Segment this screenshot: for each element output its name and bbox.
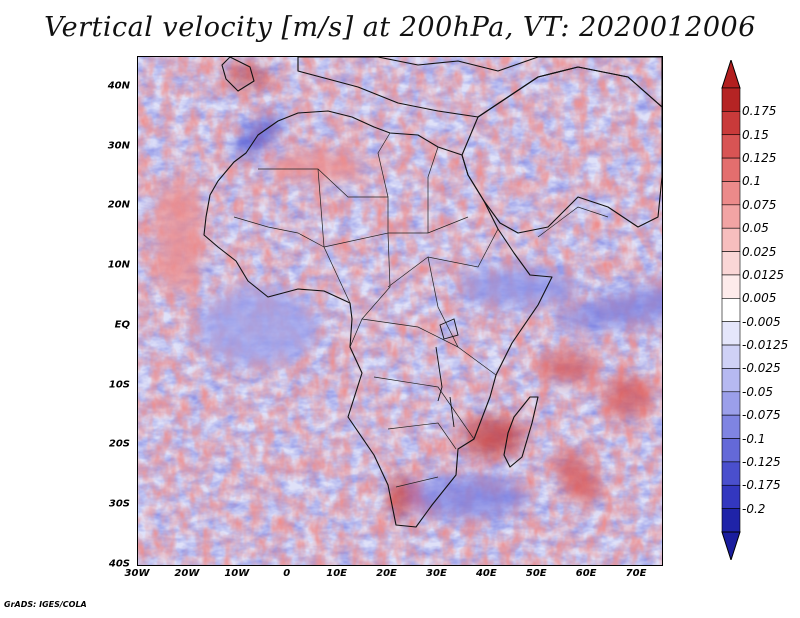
colorbar-swatch	[721, 298, 741, 322]
colorbar-tick-label: -0.125	[742, 454, 781, 469]
colorbar-tick-label: 0.005	[742, 291, 777, 306]
lon-tick-label: 20E	[376, 568, 397, 579]
colorbar-swatch	[721, 274, 741, 299]
colorbar-tick-label: 0.175	[742, 104, 777, 119]
colorbar-swatch	[721, 508, 741, 533]
colorbar-tick-label: 0.075	[742, 197, 777, 212]
lat-tick-label: 30N	[107, 140, 130, 152]
lon-tick-label: 40E	[475, 568, 497, 579]
colorbar-tick-label: -0.025	[742, 361, 781, 376]
lat-tick-label: 30S	[108, 498, 130, 510]
colorbar-tick-label: 0.15	[742, 127, 769, 142]
colorbar-swatch	[721, 181, 741, 206]
lat-tick-label: 40S	[108, 558, 130, 570]
colorbar-swatch	[721, 157, 741, 182]
colorbar-tick-label: 0.05	[742, 221, 769, 236]
lon-tick-label: 70E	[625, 568, 647, 579]
velocity-field-map	[138, 57, 662, 565]
lat-tick-label: 20S	[108, 438, 130, 450]
madagascar-coastline	[503, 396, 539, 468]
great-lakes	[435, 318, 459, 428]
lon-tick-label: 10E	[326, 568, 347, 579]
colorbar-tick-label: 0.025	[742, 244, 777, 259]
coastlines	[203, 57, 662, 528]
colorbar-swatch	[721, 204, 741, 229]
colorbar-tick-label: -0.1	[742, 431, 766, 446]
iberia-coastline	[221, 57, 255, 92]
colorbar-tick-label: -0.2	[742, 501, 766, 516]
colorbar-swatch	[721, 251, 741, 276]
plot-title: Vertical velocity [m/s] at 200hPa, VT: 2…	[44, 12, 756, 43]
lon-tick-label: 50E	[525, 568, 547, 579]
colorbar-swatch	[721, 87, 741, 112]
colorbar-tick-label: -0.05	[742, 384, 774, 399]
europe-asia-coastline	[297, 57, 662, 118]
lon-tick-label: 30W	[124, 568, 150, 579]
colorbar-swatch	[721, 227, 741, 252]
lat-tick-label: EQ	[114, 319, 130, 331]
lon-tick-label: 10W	[224, 568, 250, 579]
colorbar-tick-label: -0.075	[742, 408, 781, 423]
velocity-anomalies	[154, 67, 662, 519]
africa-coastline	[203, 110, 553, 528]
colorbar-swatch	[721, 391, 741, 416]
lon-tick-label: 30E	[426, 568, 447, 579]
lon-tick-label: 0	[283, 568, 291, 579]
colorbar-tick-label: -0.175	[742, 478, 781, 493]
lat-tick-label: 20N	[107, 199, 130, 211]
country-borders	[233, 132, 609, 488]
colorbar-swatch	[721, 414, 741, 439]
colorbar	[721, 60, 741, 560]
colorbar-tick-label: -0.0125	[742, 338, 789, 353]
colorbar-swatch	[721, 321, 741, 346]
colorbar-tick-label: 0.1	[742, 174, 762, 189]
colorbar-tick-label: -0.005	[742, 314, 781, 329]
colorbar-swatch	[721, 484, 741, 509]
colorbar-swatch	[721, 461, 741, 486]
colorbar-min-arrow	[721, 531, 741, 560]
lon-tick-label: 20W	[174, 568, 200, 579]
colorbar-swatch	[721, 368, 741, 393]
lat-tick-label: 40N	[107, 80, 130, 92]
colorbar-swatch	[721, 111, 741, 136]
lat-tick-label: 10S	[108, 379, 130, 391]
colorbar-tick-label: 0.0125	[742, 267, 784, 282]
lat-tick-label: 10N	[107, 259, 130, 271]
colorbar-swatch	[721, 344, 741, 369]
colorbar-swatch	[721, 134, 741, 159]
footer-credit: GrADS: IGES/COLA	[4, 600, 87, 609]
map-panel	[137, 56, 663, 566]
colorbar-swatch	[721, 438, 741, 463]
colorbar-tick-label: 0.125	[742, 151, 777, 166]
colorbar-max-arrow	[721, 60, 741, 89]
lon-tick-label: 60E	[575, 568, 597, 579]
